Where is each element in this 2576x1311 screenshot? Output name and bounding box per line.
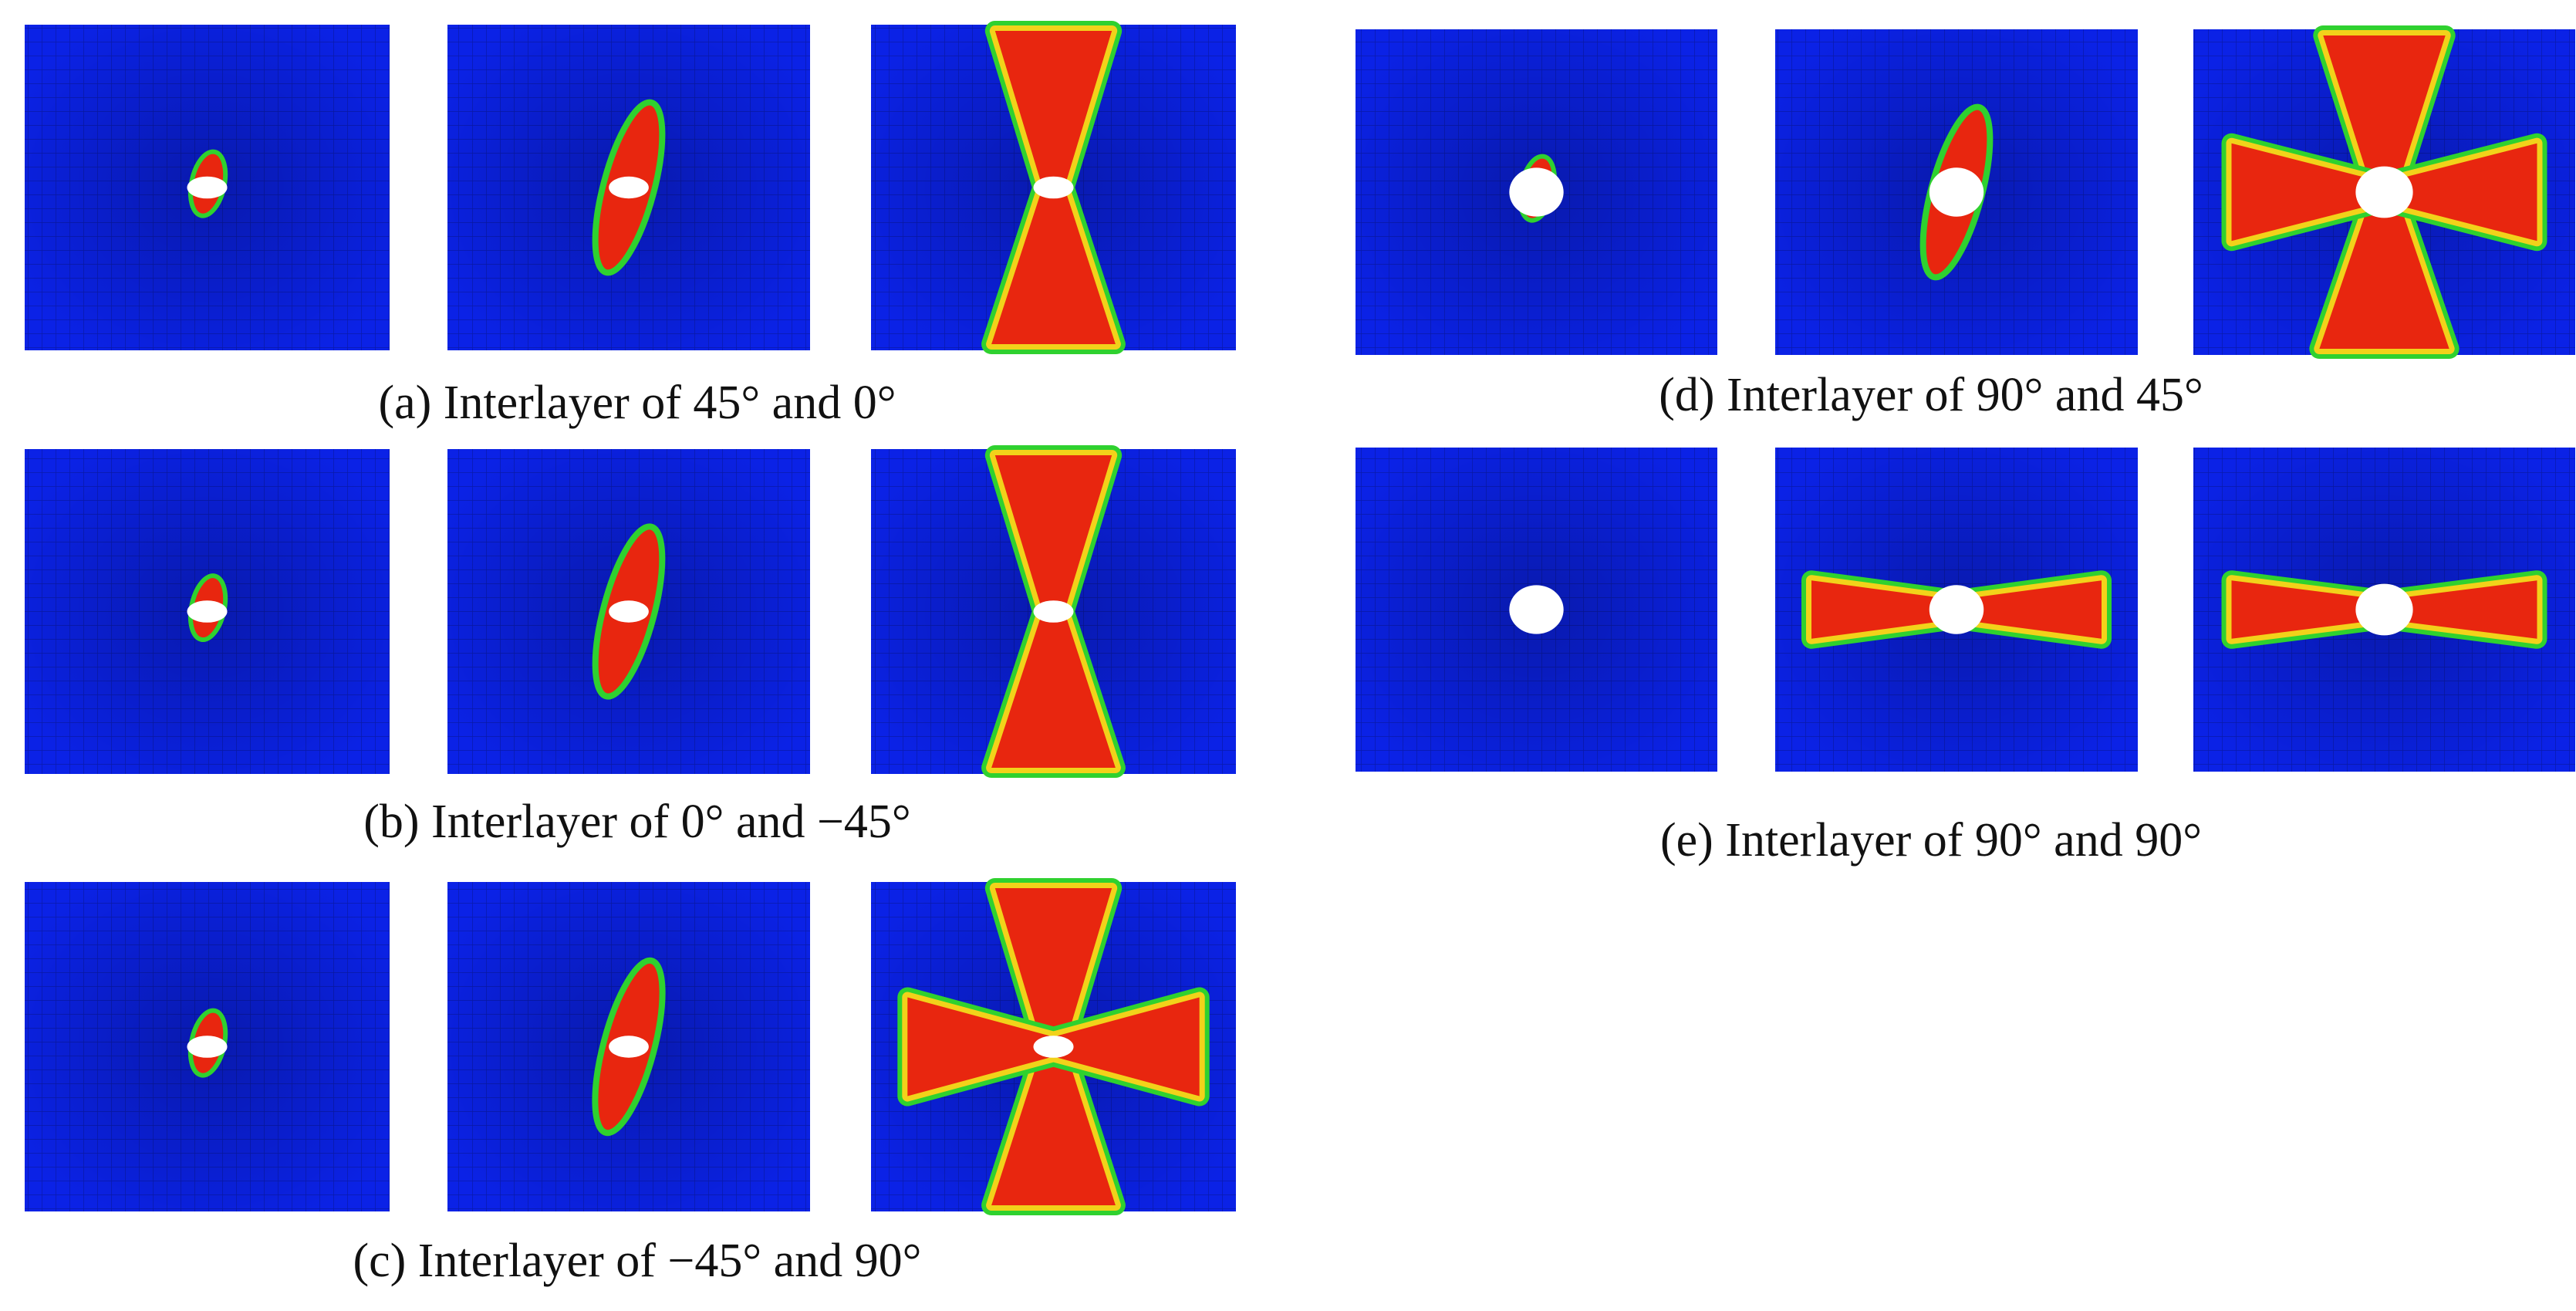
caption: (c) Interlayer of −45° and 90°	[353, 1235, 922, 1287]
plate-image	[2193, 25, 2575, 359]
plate-image	[25, 449, 390, 774]
plate-image	[1775, 448, 2138, 772]
hole	[187, 1036, 228, 1058]
hole	[2355, 166, 2413, 218]
plate-image	[2193, 448, 2575, 772]
hole	[609, 176, 649, 199]
plate-image	[25, 25, 390, 350]
hole	[187, 600, 228, 623]
plate-image	[447, 882, 810, 1211]
plate-image	[1356, 29, 1717, 355]
hole	[609, 600, 649, 623]
plate-image	[447, 25, 810, 350]
plate-image	[871, 878, 1236, 1215]
hole	[1509, 167, 1564, 217]
hole	[1033, 176, 1074, 199]
caption: (a) Interlayer of 45° and 0°	[378, 377, 896, 429]
hole	[187, 176, 228, 199]
plate-image	[1356, 448, 1717, 772]
hole	[1929, 167, 1984, 217]
hole	[1509, 585, 1564, 634]
caption: (b) Interlayer of 0° and −45°	[363, 796, 910, 848]
caption: (d) Interlayer of 90° and 45°	[1659, 369, 2203, 421]
simulation-images	[25, 21, 2575, 1215]
hole	[1033, 600, 1074, 623]
hole	[1033, 1036, 1074, 1058]
plate-image	[25, 882, 390, 1211]
plate-image	[871, 21, 1236, 354]
plate-image	[871, 445, 1236, 778]
hole	[1929, 585, 1984, 634]
plate-image	[447, 449, 810, 774]
hole	[2355, 583, 2413, 636]
hole	[609, 1036, 649, 1058]
caption: (e) Interlayer of 90° and 90°	[1660, 814, 2202, 867]
plate-image	[1775, 29, 2138, 355]
